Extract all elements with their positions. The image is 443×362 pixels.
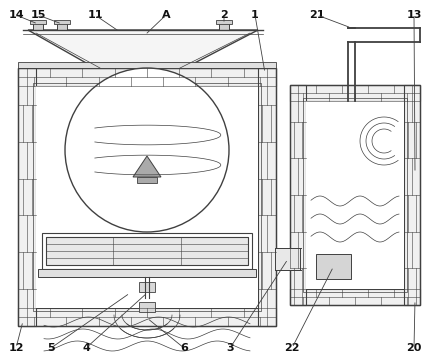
Bar	[216, 20, 232, 24]
Text: 13: 13	[406, 10, 422, 20]
Bar	[303, 98, 407, 292]
Bar	[18, 62, 276, 68]
Text: 5: 5	[47, 343, 55, 353]
Text: 3: 3	[226, 343, 234, 353]
Bar	[18, 68, 36, 326]
Bar	[137, 177, 157, 183]
Bar	[18, 308, 276, 326]
Bar	[258, 68, 276, 326]
Text: 6: 6	[180, 343, 188, 353]
Bar	[30, 20, 46, 24]
Bar	[290, 85, 420, 305]
Text: 14: 14	[8, 10, 24, 20]
Text: 11: 11	[87, 10, 103, 20]
Text: 1: 1	[251, 10, 259, 20]
Bar	[290, 289, 420, 305]
Bar	[46, 237, 248, 265]
Bar	[306, 101, 404, 289]
Bar	[18, 68, 276, 86]
Text: 15: 15	[30, 10, 46, 20]
Text: A: A	[162, 10, 170, 20]
Bar	[139, 302, 155, 312]
Bar	[275, 248, 300, 270]
Bar	[38, 269, 256, 277]
Text: 2: 2	[220, 10, 228, 20]
Polygon shape	[28, 30, 258, 68]
Text: 12: 12	[8, 343, 24, 353]
Bar	[33, 22, 43, 30]
Bar	[139, 282, 155, 292]
Bar	[290, 85, 420, 101]
Bar	[219, 22, 229, 30]
Bar	[42, 233, 252, 269]
Text: 22: 22	[284, 343, 300, 353]
Bar	[18, 68, 276, 326]
Bar	[290, 85, 306, 305]
Text: 4: 4	[82, 343, 90, 353]
Text: 21: 21	[309, 10, 325, 20]
Bar	[57, 22, 67, 30]
Bar	[36, 86, 258, 308]
Bar	[33, 83, 261, 311]
Polygon shape	[133, 156, 161, 177]
Bar	[316, 254, 351, 279]
Circle shape	[65, 68, 229, 232]
Bar	[404, 85, 420, 305]
Text: 20: 20	[406, 343, 422, 353]
Bar	[54, 20, 70, 24]
